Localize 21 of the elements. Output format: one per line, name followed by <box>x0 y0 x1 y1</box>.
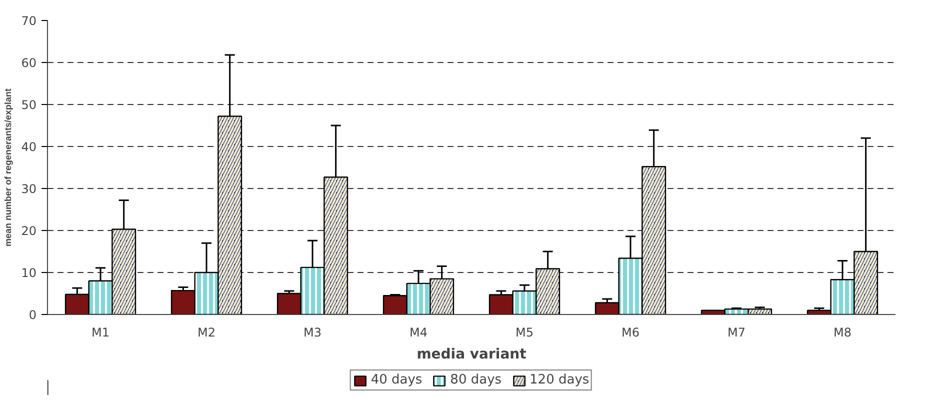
y-tick-label: 40 <box>21 140 37 154</box>
x-tick-label: M2 <box>198 326 216 340</box>
y-tick-label: 20 <box>21 224 37 238</box>
y-tick-label: 0 <box>28 308 37 322</box>
x-tick-label: M8 <box>834 326 852 340</box>
y-tick-label: 50 <box>21 98 37 112</box>
x-tick-label: M1 <box>92 326 110 340</box>
legend-label: 120 days <box>530 372 590 388</box>
legend-label: 80 days <box>450 372 502 388</box>
x-tick-label: M6 <box>622 326 640 340</box>
y-tick-label: 30 <box>21 182 37 196</box>
legend-label: 40 days <box>370 372 422 388</box>
x-tick-label: M7 <box>728 326 746 340</box>
x-axis-title: media variant <box>416 346 527 362</box>
y-tick-label: 60 <box>21 56 37 70</box>
y-tick-label: 70 <box>21 14 37 28</box>
y-tick-label: 10 <box>21 266 37 280</box>
x-tick-label: M4 <box>410 326 428 340</box>
x-tick-label: M5 <box>516 326 534 340</box>
x-tick-label: M3 <box>304 326 322 340</box>
y-axis-title: mean number of regenerants/explant <box>3 88 14 247</box>
